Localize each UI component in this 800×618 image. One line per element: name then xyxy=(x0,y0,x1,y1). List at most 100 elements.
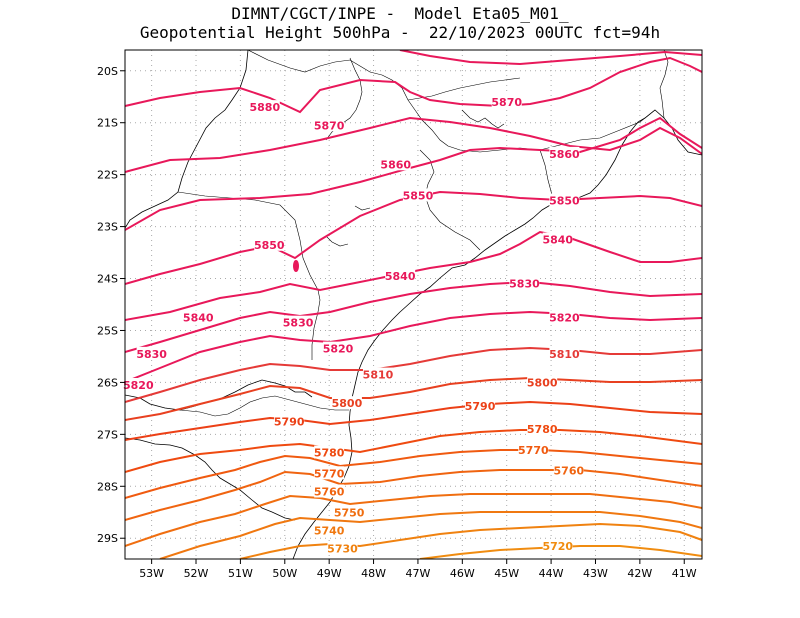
contour-label: 5840 xyxy=(542,234,573,247)
contour-label: 5820 xyxy=(549,311,580,324)
contour-label: 5760 xyxy=(554,465,585,478)
x-tick-label: 49W xyxy=(317,567,342,580)
contour-5750 xyxy=(125,493,702,547)
contour-5820 xyxy=(125,310,702,383)
contour-label: 5870 xyxy=(314,119,345,132)
state-border xyxy=(539,109,656,151)
coastline-and-borders xyxy=(125,50,702,559)
plot-frame xyxy=(124,49,703,560)
y-tick-label: 20S xyxy=(97,65,118,78)
contour-5730 xyxy=(239,522,702,559)
contour-label: 5790 xyxy=(274,415,305,428)
y-tick-label: 29S xyxy=(97,532,118,545)
x-tick-label: 42W xyxy=(627,567,652,580)
contour-label: 5820 xyxy=(123,379,154,392)
contour-label-bg xyxy=(314,484,345,498)
y-tick-label: 25S xyxy=(97,324,118,337)
contour-label: 5810 xyxy=(363,369,394,382)
contour-5880 xyxy=(125,56,702,114)
lat-lon-grid xyxy=(125,50,702,559)
contour-label: 5820 xyxy=(323,343,354,356)
state-border xyxy=(311,299,321,360)
contour-label-bg xyxy=(327,541,358,555)
river xyxy=(354,205,371,211)
contour-label-bg xyxy=(249,100,280,114)
contour-5840 xyxy=(125,230,702,321)
contour-label: 5860 xyxy=(549,148,580,161)
contour-label: 5810 xyxy=(549,348,580,361)
y-tick-label: 22S xyxy=(97,169,118,182)
river xyxy=(461,109,505,129)
contour-5800 xyxy=(125,376,702,421)
contour-label-bg xyxy=(254,237,285,251)
contour-5830 xyxy=(125,280,702,353)
x-tick-label: 52W xyxy=(184,567,209,580)
contour-label: 5860 xyxy=(380,158,411,171)
y-tick-label: 21S xyxy=(97,117,118,130)
contour-label: 5840 xyxy=(183,311,214,324)
contour-label-bg xyxy=(509,276,540,290)
contour-label: 5800 xyxy=(527,376,558,389)
contour-labels: 5880 5870 5870 5860 5860 5850 5850 5850 5840 5840… xyxy=(123,94,585,556)
contour-label-bg xyxy=(314,466,345,480)
contour-label-bg xyxy=(323,341,354,355)
contour-label: 5760 xyxy=(314,485,345,498)
contour-label-bg xyxy=(123,378,154,392)
contour-label: 5840 xyxy=(385,270,416,283)
state-border xyxy=(659,50,669,119)
x-tick-label: 43W xyxy=(583,567,608,580)
contour-5740 xyxy=(159,511,702,559)
contour-label-bg xyxy=(385,268,416,282)
contour-5790 xyxy=(125,400,702,441)
x-tick-label: 51W xyxy=(228,567,253,580)
contour-label: 5830 xyxy=(509,278,540,291)
contour-label-bg xyxy=(553,463,584,477)
y-tick-label: 23S xyxy=(97,221,118,234)
contour-label-bg xyxy=(283,315,314,329)
contour-5780 xyxy=(125,429,702,473)
contour-5870 xyxy=(125,116,702,173)
contour-label: 5750 xyxy=(334,506,365,519)
x-tick-label: 46W xyxy=(450,567,475,580)
contour-5850 xyxy=(125,190,702,285)
state-border xyxy=(179,395,349,417)
contour-label: 5850 xyxy=(549,195,580,208)
contour-5870-north xyxy=(399,50,702,66)
contour-label-bg xyxy=(549,146,580,160)
contour-label-bg xyxy=(542,232,573,246)
border-west xyxy=(125,50,249,229)
contour-label: 5800 xyxy=(332,397,363,410)
x-tick-label: 53W xyxy=(139,567,164,580)
contour-label-bg xyxy=(136,346,167,360)
contour-label-bg xyxy=(274,414,305,428)
contour-label-bg xyxy=(314,523,345,537)
contour-label: 5830 xyxy=(283,317,314,330)
contour-label: 5850 xyxy=(254,239,285,252)
contour-label: 5770 xyxy=(314,467,345,480)
contour-label-bg xyxy=(549,346,580,360)
title-line-2: Geopotential Height 500hPa - 22/10/2023 … xyxy=(139,23,661,42)
contour-label: 5720 xyxy=(542,540,573,553)
x-tick-label: 41W xyxy=(672,567,697,580)
contour-label-bg xyxy=(549,193,580,207)
coastline xyxy=(292,109,702,559)
contour-label: 5830 xyxy=(136,348,167,361)
contour-label-bg xyxy=(542,539,573,553)
contour-label-bg xyxy=(331,396,362,410)
contour-5860 xyxy=(125,116,702,231)
contour-label-bg xyxy=(362,367,393,381)
contour-lines xyxy=(125,50,702,559)
contour-5760 xyxy=(125,469,702,521)
contour-label: 5870 xyxy=(491,96,522,109)
contour-label-bg xyxy=(314,445,345,459)
contour-label-bg xyxy=(527,375,558,389)
x-tick-label: 47W xyxy=(406,567,431,580)
contour-label: 5740 xyxy=(314,524,345,537)
contour-label: 5850 xyxy=(403,189,434,202)
contour-label-bg xyxy=(314,118,345,132)
contour-label-bg xyxy=(183,310,214,324)
contour-label-bg xyxy=(491,94,522,108)
y-tick-label: 27S xyxy=(97,428,118,441)
contour-label: 5780 xyxy=(314,447,345,460)
